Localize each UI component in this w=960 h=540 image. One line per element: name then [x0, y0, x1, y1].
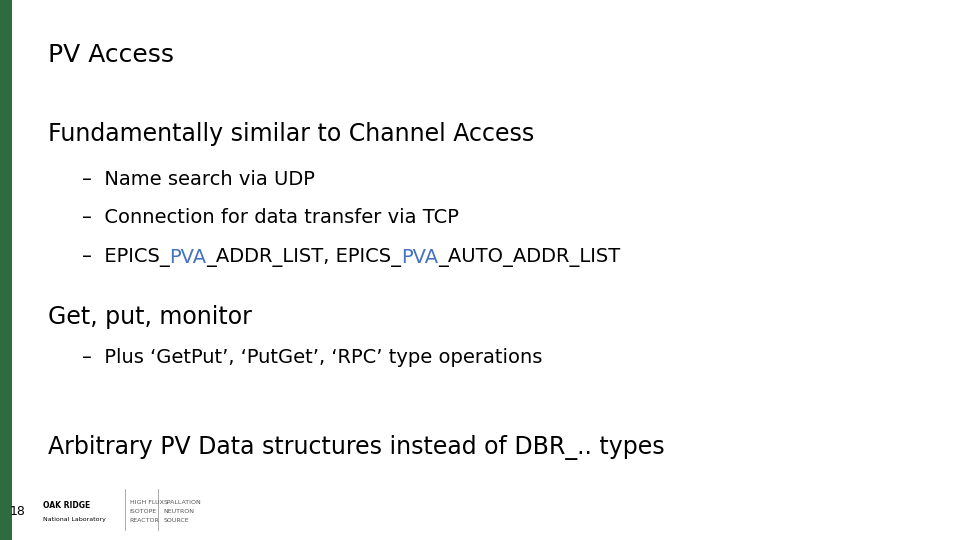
- Text: SPALLATION: SPALLATION: [163, 500, 201, 504]
- Text: _ADDR_LIST, EPICS_: _ADDR_LIST, EPICS_: [206, 248, 401, 267]
- Text: –  EPICS_: – EPICS_: [82, 248, 169, 267]
- Text: Fundamentally similar to Channel Access: Fundamentally similar to Channel Access: [48, 122, 535, 145]
- Text: REACTOR: REACTOR: [130, 518, 159, 523]
- Text: ISOTOPE: ISOTOPE: [130, 509, 156, 514]
- Text: –  Name search via UDP: – Name search via UDP: [82, 170, 315, 189]
- Text: OAK RIDGE: OAK RIDGE: [43, 501, 90, 510]
- Text: NEUTRON: NEUTRON: [163, 509, 194, 514]
- Text: –  Connection for data transfer via TCP: – Connection for data transfer via TCP: [82, 208, 459, 227]
- Text: 18: 18: [10, 505, 25, 518]
- Text: Get, put, monitor: Get, put, monitor: [48, 305, 252, 329]
- Text: SOURCE: SOURCE: [163, 518, 189, 523]
- Text: _AUTO_ADDR_LIST: _AUTO_ADDR_LIST: [439, 248, 621, 267]
- Text: Arbitrary PV Data structures instead of DBR_.. types: Arbitrary PV Data structures instead of …: [48, 435, 664, 460]
- Text: HIGH FLUX: HIGH FLUX: [130, 500, 163, 504]
- Text: National Laboratory: National Laboratory: [43, 517, 106, 522]
- Text: PV Access: PV Access: [48, 43, 174, 67]
- Bar: [0, 0, 12, 540]
- Text: PVA: PVA: [169, 248, 206, 267]
- Text: –  Plus ‘GetPut’, ‘PutGet’, ‘RPC’ type operations: – Plus ‘GetPut’, ‘PutGet’, ‘RPC’ type op…: [82, 348, 542, 367]
- Text: PVA: PVA: [401, 248, 439, 267]
